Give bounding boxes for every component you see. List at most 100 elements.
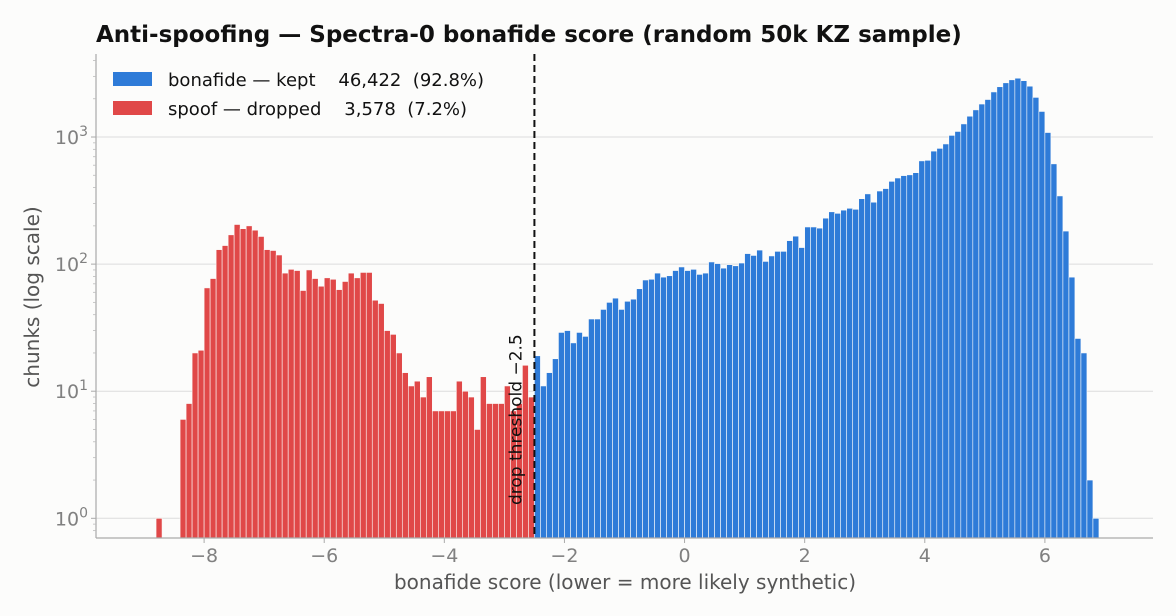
- bar-bonafide: [1044, 132, 1052, 539]
- bar-bonafide: [726, 264, 733, 539]
- bar-spoof: [486, 403, 493, 539]
- bar-bonafide: [780, 251, 787, 539]
- bar-bonafide: [858, 198, 866, 539]
- bar-bonafide: [714, 263, 721, 539]
- bar-spoof: [498, 403, 505, 539]
- bar-bonafide: [882, 188, 890, 539]
- bar-bonafide: [906, 174, 914, 539]
- bar-spoof: [420, 396, 427, 539]
- bar-spoof: [432, 410, 439, 539]
- bar-bonafide: [612, 297, 619, 539]
- bar-bonafide: [606, 302, 613, 539]
- bar-bonafide: [834, 213, 842, 539]
- bar-bonafide: [750, 255, 757, 539]
- bar-spoof: [233, 224, 241, 539]
- bar-spoof: [221, 245, 229, 539]
- bar-bonafide: [966, 115, 974, 539]
- y-axis-label: chunks (log scale): [20, 206, 44, 387]
- bar-bonafide: [822, 217, 829, 539]
- bar-spoof: [329, 278, 337, 539]
- bar-bonafide: [618, 309, 625, 539]
- bar-bonafide: [816, 227, 823, 539]
- bar-spoof: [209, 278, 217, 539]
- bar-spoof: [480, 376, 487, 539]
- bar-bonafide: [1014, 77, 1022, 539]
- y-tick-label: 101: [55, 378, 88, 403]
- bar-bonafide: [1008, 79, 1016, 539]
- bar-spoof: [305, 269, 313, 539]
- bar-bonafide: [762, 261, 769, 539]
- bar-spoof: [257, 236, 265, 539]
- x-tick-label: 4: [919, 545, 931, 567]
- bar-bonafide: [582, 336, 589, 539]
- bar-spoof: [492, 403, 499, 539]
- bar-bonafide: [1080, 352, 1088, 539]
- bar-spoof: [468, 396, 475, 539]
- bar-spoof: [414, 380, 421, 539]
- bar-bonafide: [558, 332, 565, 539]
- bar-bonafide: [660, 276, 667, 539]
- bar-bonafide: [636, 288, 643, 539]
- bar-spoof: [353, 277, 361, 539]
- bar-bonafide: [948, 135, 956, 539]
- bar-bonafide: [684, 270, 691, 539]
- bar-bonafide: [942, 143, 950, 539]
- bar-bonafide: [876, 190, 884, 539]
- bar-spoof: [474, 429, 481, 539]
- bar-spoof: [179, 419, 187, 539]
- bar-spoof: [389, 334, 397, 539]
- bar-bonafide: [924, 159, 932, 539]
- drop-threshold-label: drop threshold −2.5: [506, 334, 526, 505]
- bar-spoof: [377, 303, 385, 539]
- bar-spoof: [359, 272, 367, 539]
- bar-spoof: [263, 249, 271, 539]
- x-tick-label: 2: [799, 545, 811, 567]
- bar-bonafide: [990, 91, 998, 539]
- bar-spoof: [456, 380, 463, 539]
- x-tick-label: −4: [430, 545, 458, 567]
- bar-bonafide: [870, 201, 878, 539]
- bar-bonafide: [756, 249, 763, 539]
- bar-bonafide: [1062, 230, 1070, 539]
- bar-bonafide: [978, 103, 986, 539]
- bar-bonafide: [798, 247, 805, 539]
- bar-bonafide: [912, 172, 920, 539]
- bar-bonafide: [960, 123, 968, 539]
- bar-bonafide: [930, 150, 938, 539]
- bar-spoof: [155, 518, 163, 539]
- bar-bonafide: [900, 175, 908, 539]
- x-tick-label: 6: [1039, 545, 1051, 567]
- bar-bonafide: [630, 298, 637, 539]
- bar-spoof: [365, 272, 373, 539]
- bar-bonafide: [852, 208, 860, 539]
- bar-bonafide: [732, 265, 739, 539]
- x-axis-ticks: −8 −6 −4 −2 0 2 4 6: [190, 538, 1051, 567]
- bar-spoof: [185, 403, 193, 539]
- bar-bonafide: [696, 274, 703, 539]
- bar-spoof: [407, 385, 415, 539]
- x-tick-label: −8: [190, 545, 218, 567]
- bar-bonafide: [642, 279, 649, 539]
- bar-bonafide: [648, 278, 655, 539]
- legend-label-bonafide: bonafide — kept 46,422 (92.8%): [168, 70, 484, 91]
- bar-spoof: [371, 299, 379, 539]
- bar-spoof: [215, 249, 223, 539]
- bar-bonafide: [552, 358, 559, 539]
- bar-bonafide: [774, 251, 781, 539]
- bar-spoof: [450, 410, 457, 539]
- bar-bonafide: [570, 342, 577, 539]
- bar-bonafide: [702, 272, 709, 539]
- bar-spoof: [275, 254, 283, 539]
- bar-spoof: [462, 390, 469, 539]
- x-axis-label: bonafide score (lower = more likely synt…: [394, 570, 856, 594]
- bar-spoof: [317, 285, 325, 539]
- bar-bonafide: [786, 240, 793, 539]
- legend-swatch-bonafide: [113, 72, 152, 86]
- bar-spoof: [395, 352, 403, 539]
- bar-spoof: [197, 349, 205, 539]
- bar-bonafide: [1092, 518, 1100, 539]
- bar-bonafide: [744, 253, 751, 539]
- bar-bonafide: [1032, 97, 1040, 539]
- histogram-bars: [155, 77, 1100, 539]
- bar-spoof: [287, 269, 295, 539]
